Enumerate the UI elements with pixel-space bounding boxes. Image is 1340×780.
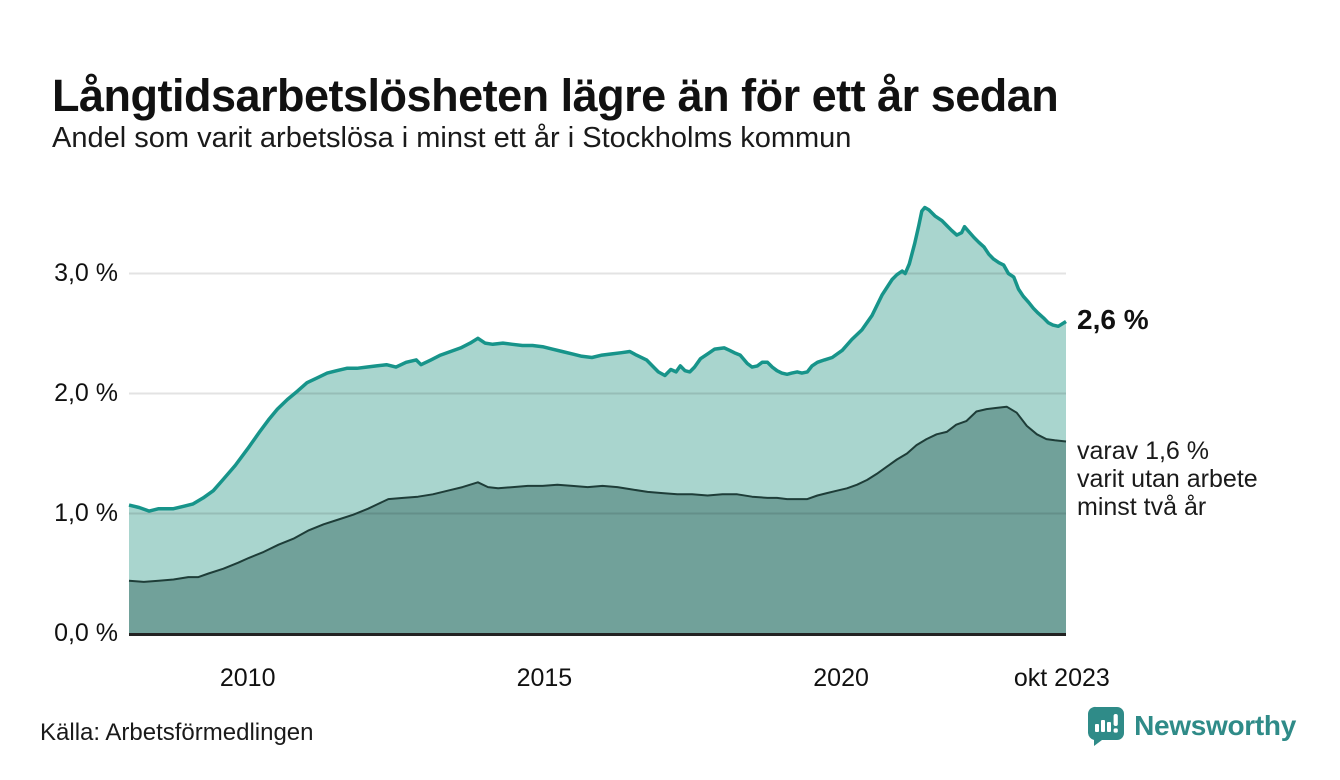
y-tick-label: 1,0 % <box>54 498 118 527</box>
y-tick-label: 3,0 % <box>54 258 118 287</box>
x-tick-label: okt 2023 <box>1013 664 1110 692</box>
y-tick-label: 2,0 % <box>54 378 118 407</box>
chart-subtitle: Andel som varit arbetslösa i minst ett å… <box>52 122 852 154</box>
newsworthy-logo: Newsworthy <box>1087 706 1296 746</box>
x-tick-label: 2015 <box>516 664 573 692</box>
area-two-years-fill <box>129 406 1066 634</box>
source-credit: Källa: Arbetsförmedlingen <box>40 719 314 746</box>
secondary-annotation: varav 1,6 % varit utan arbete minst två … <box>1077 437 1258 521</box>
newsworthy-speech-bubble-chart-icon <box>1087 706 1125 746</box>
line-total <box>128 205 1067 513</box>
x-tick-label: 2010 <box>219 664 276 692</box>
newsworthy-wordmark: Newsworthy <box>1134 710 1296 741</box>
end-value-annotation: 2,6 % <box>1077 304 1149 335</box>
x-tick-label: 2020 <box>813 664 869 692</box>
y-tick-label: 0,0 % <box>54 618 118 647</box>
page-title: Långtidsarbetslösheten lägre än för ett … <box>52 70 1059 122</box>
line-two-years <box>128 405 1067 583</box>
